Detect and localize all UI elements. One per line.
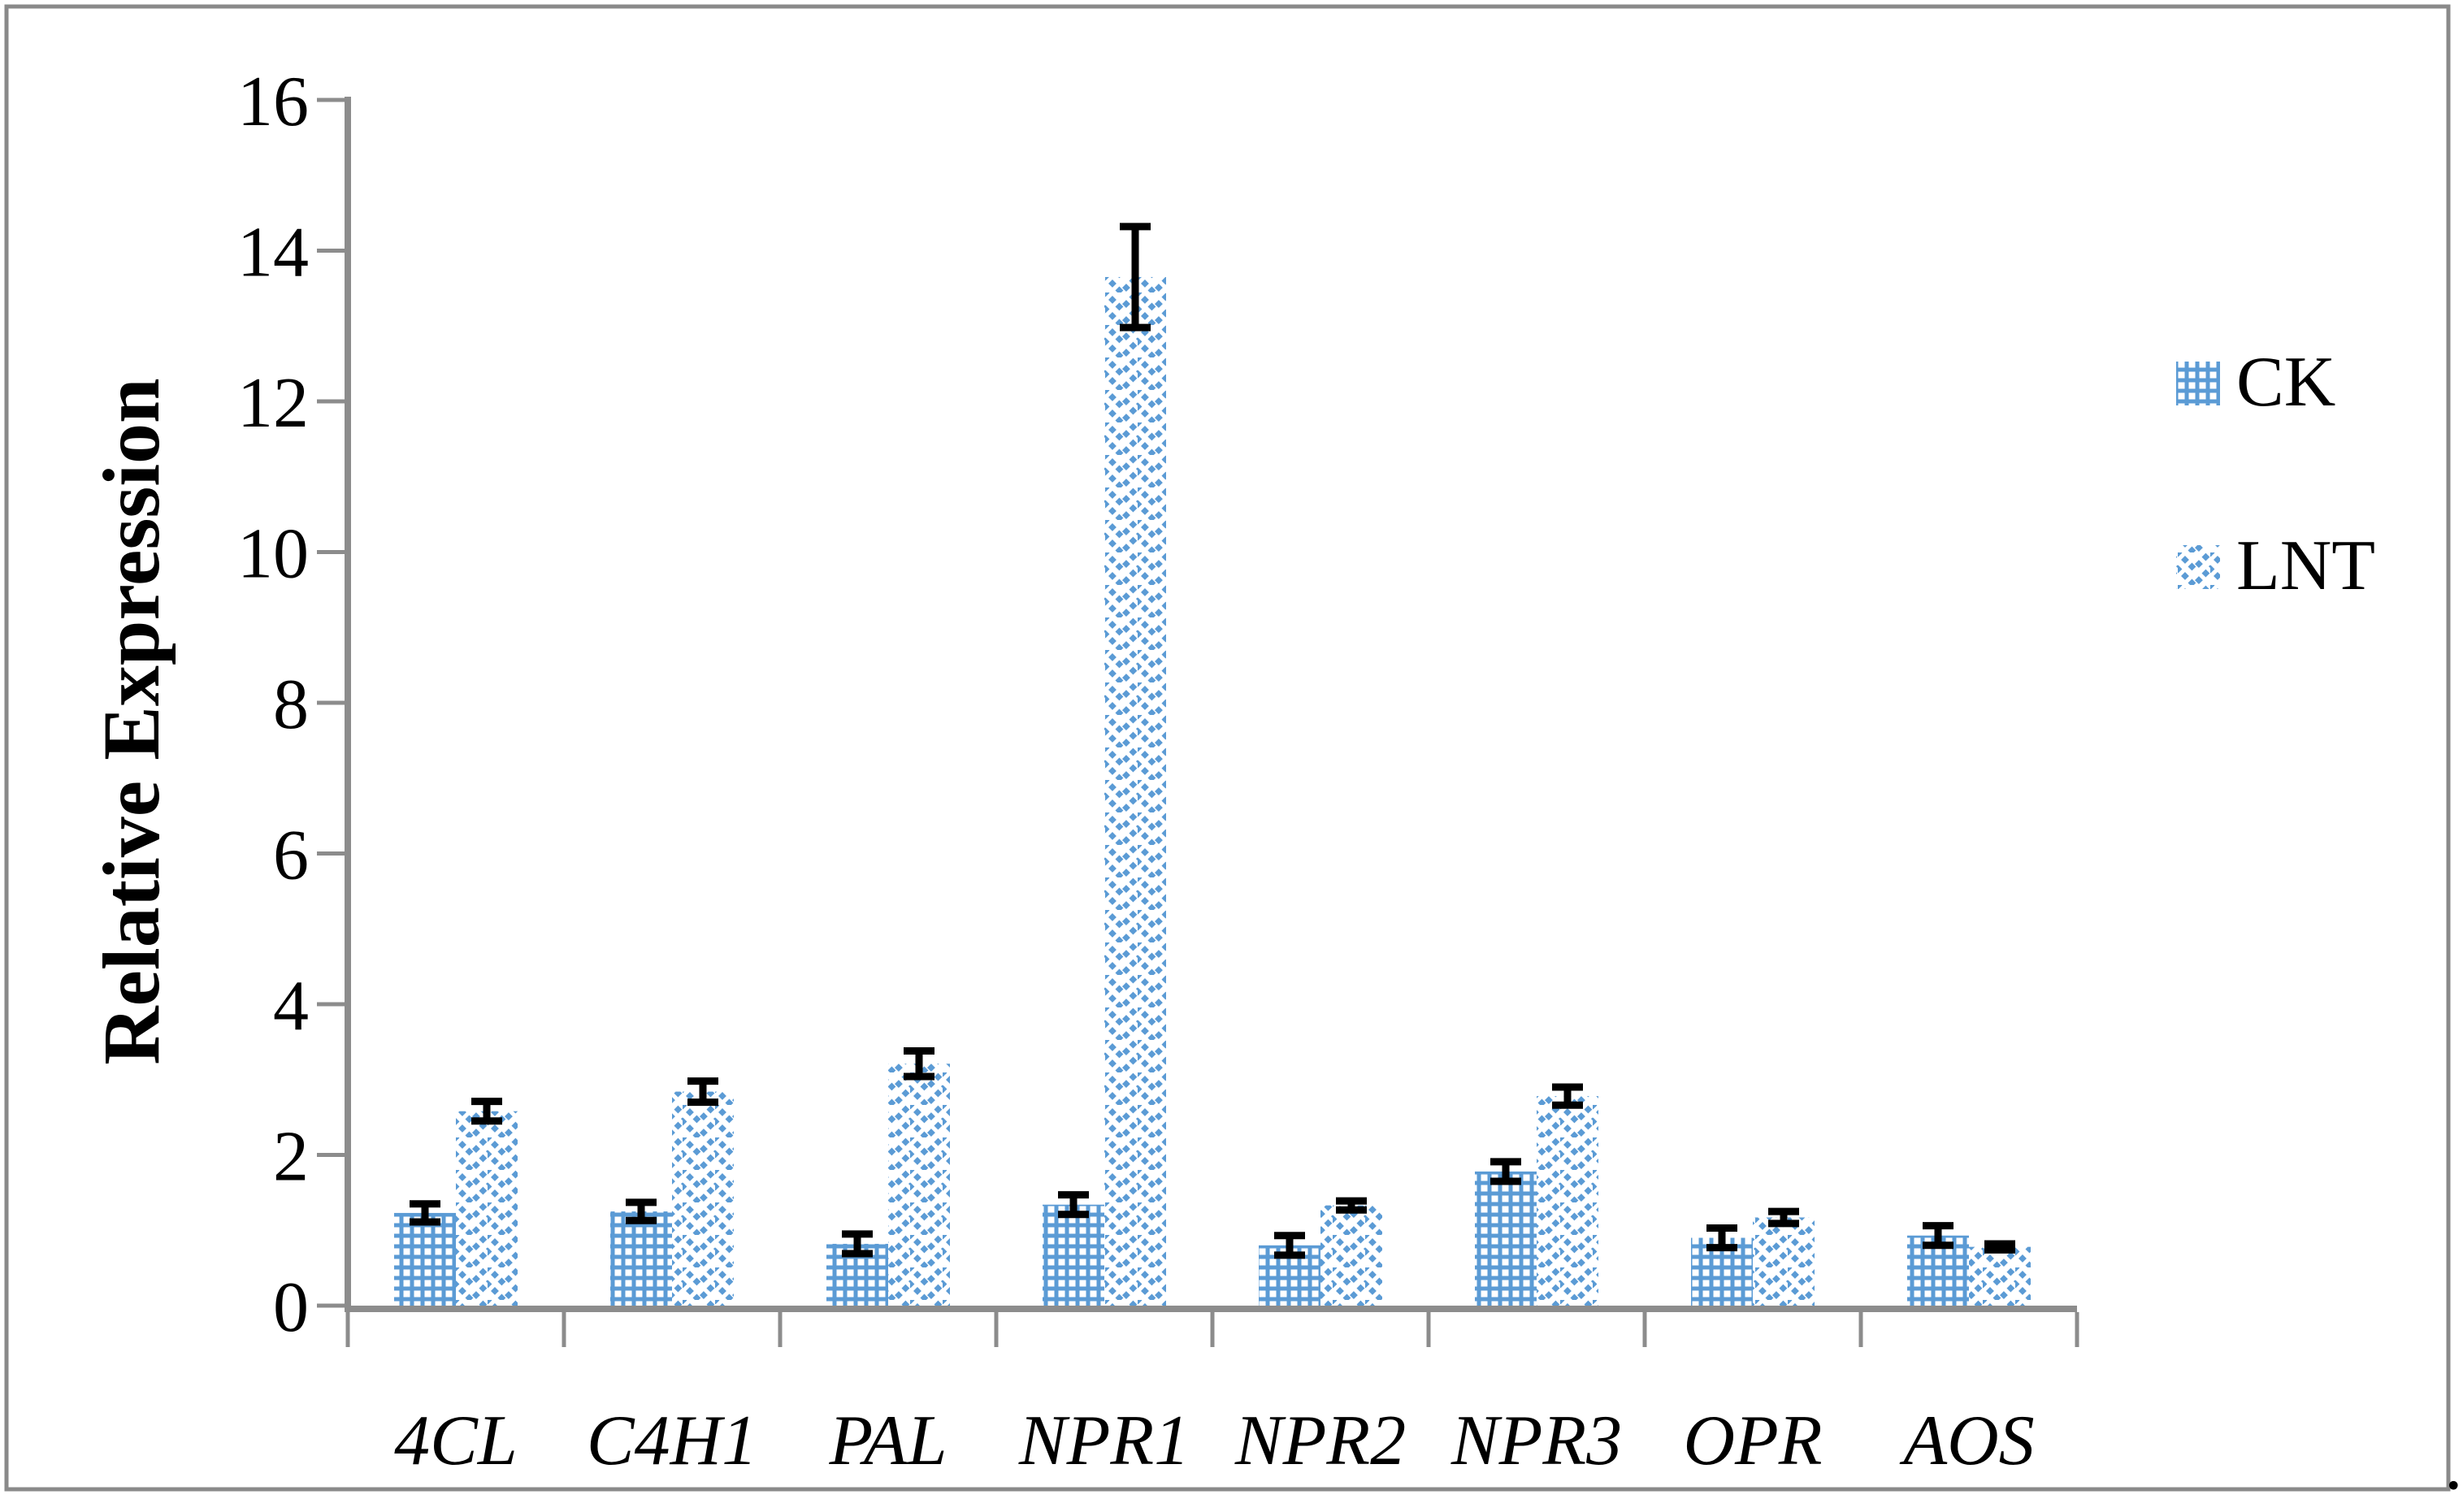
bar-ck-NPR1 <box>1043 1204 1104 1309</box>
category-label: 4CL <box>394 1402 518 1480</box>
category-label: NPR1 <box>1018 1402 1190 1480</box>
error-bar-ck-PAL <box>842 1230 873 1258</box>
y-tick-label: 12 <box>237 364 309 443</box>
category-label: NPR2 <box>1234 1402 1406 1480</box>
legend-lnt-swatch <box>2176 545 2220 589</box>
legend-lnt-label: LNT <box>2236 526 2375 605</box>
bar-lnt-C4H1 <box>672 1091 734 1309</box>
y-tick-label: 6 <box>273 817 309 895</box>
y-tick-label: 2 <box>273 1118 309 1197</box>
y-axis-title: Relative Expression <box>86 378 176 1064</box>
error-bar-ck-NPR2 <box>1274 1232 1305 1259</box>
category-label: AOS <box>1899 1402 2034 1480</box>
y-tick-label: 10 <box>237 515 309 594</box>
error-bar-lnt-4CL <box>471 1098 502 1125</box>
error-bar-ck-OPR <box>1706 1224 1737 1252</box>
category-labels: 4CL C4H1 PAL NPR1 NPR2 NPR3 OPR AOS <box>394 1402 2034 1480</box>
error-bar-lnt-NPR1 <box>1120 223 1151 331</box>
legend-ck-label: CK <box>2236 343 2335 422</box>
bar-lnt-NPR1 <box>1104 276 1166 1309</box>
error-bar-lnt-PAL <box>904 1047 934 1081</box>
y-tick-label: 0 <box>273 1268 309 1347</box>
error-bar-lnt-NPR3 <box>1552 1083 1583 1109</box>
bar-ck-4CL <box>394 1212 456 1309</box>
error-bar-ck-C4H1 <box>626 1198 657 1224</box>
figure-border <box>4 4 2451 1492</box>
bar-lnt-NPR2 <box>1320 1205 1382 1309</box>
bar-lnt-PAL <box>888 1064 950 1309</box>
error-bar-ck-AOS <box>1923 1222 1953 1250</box>
x-axis-ticks <box>345 1312 2079 1347</box>
category-label: OPR <box>1683 1402 1822 1480</box>
error-bar-ck-4CL <box>410 1200 440 1226</box>
category-label: NPR3 <box>1450 1402 1622 1480</box>
bar-lnt-OPR <box>1753 1217 1815 1309</box>
category-label: PAL <box>828 1402 947 1480</box>
y-tick-label: 4 <box>273 967 309 1046</box>
bar-lnt-AOS <box>1969 1246 2031 1309</box>
bar-ck-NPR3 <box>1475 1171 1537 1309</box>
legend: CK LNT <box>2176 343 2375 605</box>
trailing-period: . <box>2444 1424 2463 1505</box>
y-tick-label: 16 <box>237 63 309 141</box>
error-bar-lnt-C4H1 <box>687 1077 718 1107</box>
error-bar-lnt-NPR2 <box>1336 1197 1367 1214</box>
y-tick-label: 8 <box>273 665 309 744</box>
bar-ck-C4H1 <box>610 1211 672 1309</box>
error-bar-ck-NPR1 <box>1058 1191 1089 1219</box>
legend-ck-swatch <box>2176 362 2220 405</box>
error-bar-lnt-OPR <box>1768 1207 1799 1228</box>
bar-lnt-NPR3 <box>1537 1096 1598 1309</box>
error-bar-lnt-AOS <box>1984 1240 2015 1254</box>
category-label: C4H1 <box>587 1402 757 1480</box>
error-bars <box>410 223 2015 1259</box>
y-axis-ticks <box>317 97 345 1308</box>
bar-lnt-4CL <box>456 1111 518 1309</box>
bars <box>394 276 2031 1309</box>
y-tick-label: 14 <box>237 214 309 292</box>
error-bar-ck-NPR3 <box>1490 1158 1521 1185</box>
y-axis-tick-labels: 0 2 4 6 8 10 12 14 16 <box>237 63 309 1347</box>
